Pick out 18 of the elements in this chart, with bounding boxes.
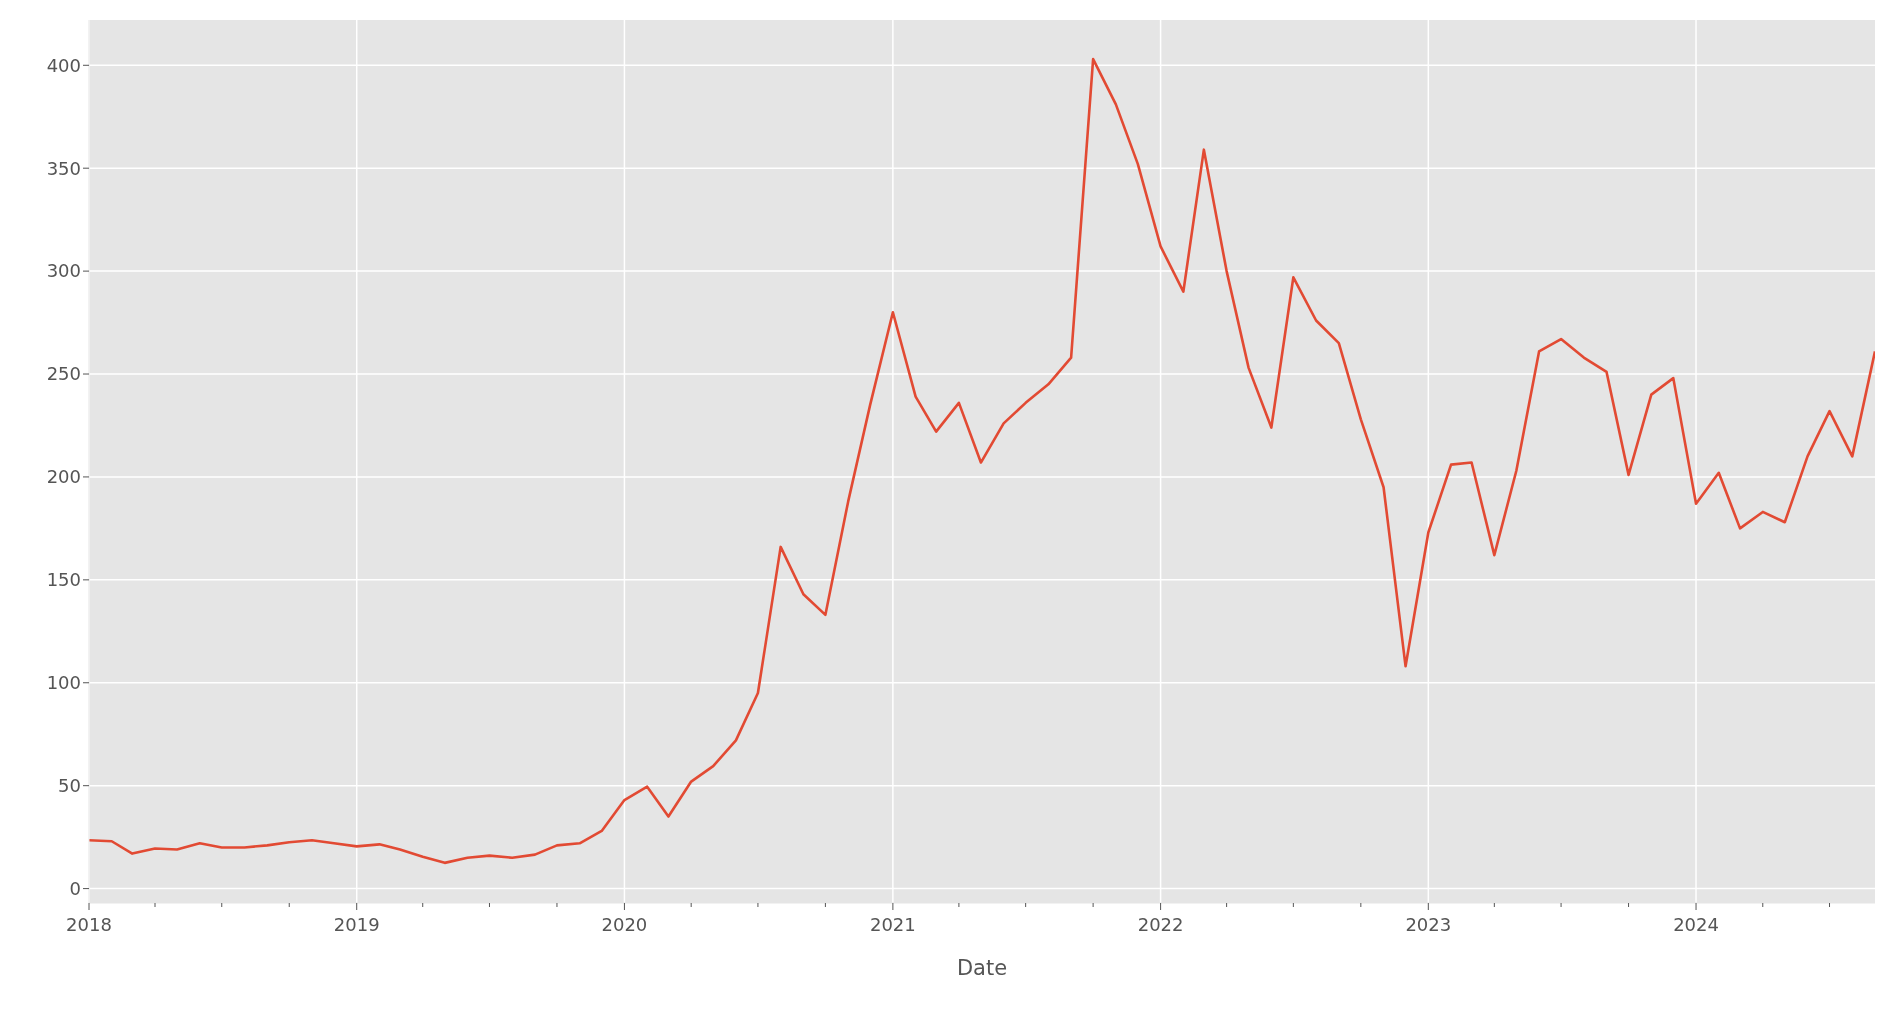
y-tick-label: 200	[46, 466, 81, 488]
y-tick-label: 50	[58, 775, 81, 797]
x-tick-label: 2019	[333, 914, 380, 935]
x-tick-label: 2024	[1673, 914, 1719, 935]
y-tick-label: 300	[46, 260, 81, 282]
y-tick-label: 150	[46, 569, 81, 591]
y-tick-label: 0	[69, 877, 81, 899]
x-tick-label: 2021	[869, 914, 916, 935]
y-tick-label: 250	[46, 363, 81, 385]
y-tick-label: 350	[46, 157, 81, 179]
y-tick-label: 400	[46, 54, 81, 76]
x-tick-label: 2020	[601, 914, 648, 935]
x-tick-label: 2022	[1137, 914, 1184, 935]
x-axis-title: Date	[956, 956, 1008, 980]
line-series	[89, 57, 1875, 865]
x-tick-label: 2023	[1405, 914, 1452, 935]
x-tick-label: 2018	[66, 914, 112, 935]
y-tick-label: 100	[46, 672, 81, 694]
